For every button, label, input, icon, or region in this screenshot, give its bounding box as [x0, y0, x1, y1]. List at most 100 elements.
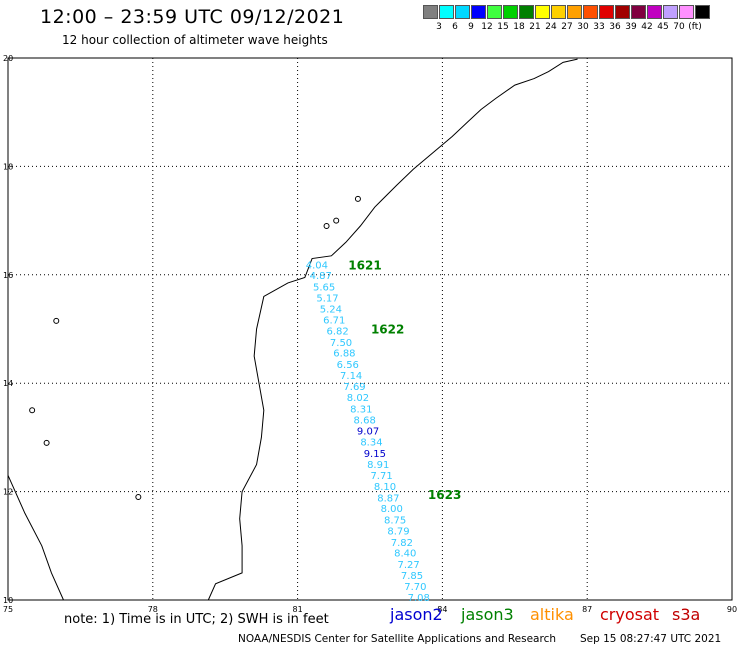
satellite-legend-cryosat: cryosat — [600, 605, 659, 624]
colorbar-label: 21 — [529, 22, 541, 32]
units-note: note: 1) Time is in UTC; 2) SWH is in fe… — [64, 612, 329, 627]
lon-tick-label: 87 — [582, 605, 592, 614]
colorbar-swatch — [679, 5, 694, 19]
colorbar-label: 9 — [468, 22, 474, 32]
swh-value: 6.82 — [327, 326, 349, 337]
colorbar-swatch — [487, 5, 502, 19]
lon-tick-label: 81 — [293, 605, 303, 614]
swh-value: 4.87 — [310, 271, 332, 282]
legend-altika: altika — [530, 605, 574, 624]
swh-value: 5.65 — [313, 283, 335, 294]
colorbar-swatch — [615, 5, 630, 19]
colorbar-swatch — [647, 5, 662, 19]
colorbar-label: (ft) — [688, 22, 702, 32]
swh-value: 7.70 — [404, 582, 426, 593]
lat-tick-label: 16 — [3, 271, 13, 280]
swh-value: 7.08 — [408, 593, 430, 604]
swh-value: 8.75 — [384, 516, 406, 527]
colorbar-swatch — [567, 5, 582, 19]
swh-value: 7.71 — [370, 471, 392, 482]
swh-value: 7.85 — [401, 571, 423, 582]
colorbar-swatch — [519, 5, 534, 19]
colorbar-swatch — [439, 5, 454, 19]
colorbar-swatch — [631, 5, 646, 19]
swh-value: 8.10 — [374, 482, 396, 493]
swh-value: 4.04 — [306, 260, 328, 271]
map-subtitle: 12 hour collection of altimeter wave hei… — [62, 33, 328, 47]
swh-value: 8.34 — [360, 438, 382, 449]
satellite-legend: jason2 — [390, 605, 443, 624]
time-label: 1622 — [371, 322, 404, 336]
timestamp-text: Sep 15 08:27:47 UTC 2021 — [580, 633, 722, 645]
island-outline — [333, 217, 340, 224]
swh-value: 8.40 — [394, 549, 416, 560]
time-label: 1623 — [428, 488, 461, 502]
time-label: 1621 — [348, 258, 381, 272]
colorbar — [423, 5, 711, 19]
swh-value: 5.24 — [320, 305, 342, 316]
colorbar-label: 18 — [513, 22, 525, 32]
lon-tick-label: 84 — [437, 605, 447, 614]
colorbar-swatch — [471, 5, 486, 19]
legend-jason2: jason2 — [390, 605, 443, 624]
colorbar-label: 3 — [436, 22, 442, 32]
lon-tick-label: 78 — [148, 605, 158, 614]
legend-cryosat: cryosat — [600, 605, 660, 624]
colorbar-label: 24 — [545, 22, 557, 32]
colorbar-label: 42 — [641, 22, 653, 32]
island-outline — [43, 439, 50, 446]
west-coastline — [7, 475, 64, 601]
colorbar-label: 12 — [481, 22, 493, 32]
lat-tick-label: 10 — [3, 596, 13, 605]
island-outline — [29, 407, 36, 414]
satellite-legend-altika: altika — [530, 605, 574, 624]
colorbar-label: 30 — [577, 22, 589, 32]
swh-value: 6.88 — [333, 349, 355, 360]
swh-value: 6.56 — [337, 360, 359, 371]
swh-value: 7.27 — [397, 560, 419, 571]
lat-tick-label: 14 — [3, 379, 13, 388]
map-title: 12:00 – 23:59 UTC 09/12/2021 — [40, 6, 345, 28]
swh-value: 8.91 — [367, 460, 389, 471]
legend-jason3: jason3 — [461, 605, 514, 624]
colorbar-swatch — [599, 5, 614, 19]
island-outline — [135, 494, 142, 501]
swh-value: 7.69 — [343, 382, 365, 393]
legend-s3a: s3a — [672, 605, 701, 624]
colorbar-swatch — [455, 5, 470, 19]
colorbar-label: 70 — [673, 22, 685, 32]
colorbar-label: 45 — [657, 22, 669, 32]
swh-value: 7.14 — [340, 371, 362, 382]
map-frame — [7, 57, 733, 601]
swh-value: 8.79 — [387, 526, 409, 537]
india-coastline — [207, 58, 578, 601]
colorbar-label: 36 — [609, 22, 621, 32]
island-outline — [53, 317, 60, 324]
swh-value: 5.17 — [316, 293, 338, 304]
swh-value: 9.07 — [357, 427, 379, 438]
lat-tick-label: 12 — [3, 488, 13, 497]
colorbar-swatch — [695, 5, 710, 19]
swh-value: 8.87 — [377, 493, 399, 504]
swh-value: 9.15 — [364, 449, 386, 460]
credit-text: NOAA/NESDIS Center for Satellite Applica… — [238, 633, 556, 645]
lon-tick-label: 75 — [3, 605, 13, 614]
lat-tick-label: 20 — [3, 54, 13, 63]
colorbar-swatch — [535, 5, 550, 19]
colorbar-swatch — [583, 5, 598, 19]
colorbar-label: 6 — [452, 22, 458, 32]
island-outline — [354, 195, 361, 202]
colorbar-swatch — [551, 5, 566, 19]
swh-value: 8.00 — [381, 504, 403, 515]
swh-value: 8.31 — [350, 404, 372, 415]
satellite-legend-s3a: s3a — [672, 605, 700, 624]
lat-tick-label: 18 — [3, 162, 13, 171]
colorbar-label: 33 — [593, 22, 605, 32]
colorbar-swatch — [423, 5, 438, 19]
swh-value: 8.68 — [354, 415, 376, 426]
swh-value: 6.71 — [323, 316, 345, 327]
satellite-legend-jason3: jason3 — [461, 605, 514, 624]
colorbar-label: 15 — [497, 22, 509, 32]
swh-value: 7.82 — [391, 538, 413, 549]
